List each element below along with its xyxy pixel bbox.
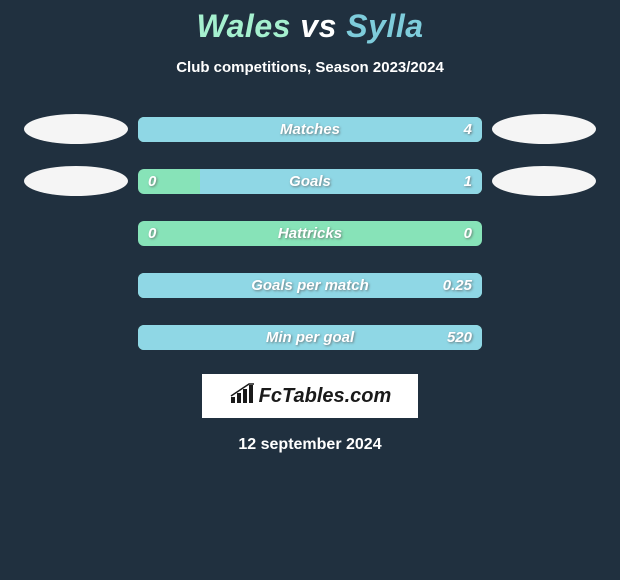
page-title: Wales vs Sylla	[0, 0, 620, 45]
stat-bar: Goals per match0.25	[138, 273, 482, 298]
bars-icon	[229, 383, 255, 410]
stat-value-right: 1	[422, 173, 482, 190]
avatar-right	[492, 114, 596, 144]
logo-text: FcTables.com	[259, 385, 392, 408]
stat-label: Min per goal	[198, 329, 422, 346]
subtitle: Club competitions, Season 2023/2024	[0, 59, 620, 76]
avatar-left	[24, 114, 128, 144]
stat-label: Hattricks	[198, 225, 422, 242]
logo-box: FcTables.com	[202, 374, 418, 418]
stat-value-right: 0	[422, 225, 482, 242]
logo[interactable]: FcTables.com	[229, 383, 392, 410]
vs-label: vs	[300, 8, 337, 44]
comparison-rows: Matches40Goals10Hattricks0Goals per matc…	[0, 114, 620, 352]
stat-row: 0Hattricks0	[0, 218, 620, 248]
stat-row: Matches4	[0, 114, 620, 144]
stat-bar: Matches4	[138, 117, 482, 142]
stat-label: Goals	[198, 173, 422, 190]
avatar-left	[24, 166, 128, 196]
stat-value-left: 0	[138, 225, 198, 242]
date-label: 12 september 2024	[0, 436, 620, 454]
stat-value-right: 0.25	[422, 277, 482, 294]
stat-value-left: 0	[138, 173, 198, 190]
player1-name: Wales	[197, 8, 291, 44]
stat-row: Goals per match0.25	[0, 270, 620, 300]
player2-name: Sylla	[346, 8, 423, 44]
stat-label: Matches	[198, 121, 422, 138]
stat-label: Goals per match	[198, 277, 422, 294]
stat-row: 0Goals1	[0, 166, 620, 196]
stat-value-right: 520	[422, 329, 482, 346]
avatar-right	[492, 166, 596, 196]
stat-value-right: 4	[422, 121, 482, 138]
stat-bar: Min per goal520	[138, 325, 482, 350]
stat-bar: 0Goals1	[138, 169, 482, 194]
stat-bar: 0Hattricks0	[138, 221, 482, 246]
stat-row: Min per goal520	[0, 322, 620, 352]
